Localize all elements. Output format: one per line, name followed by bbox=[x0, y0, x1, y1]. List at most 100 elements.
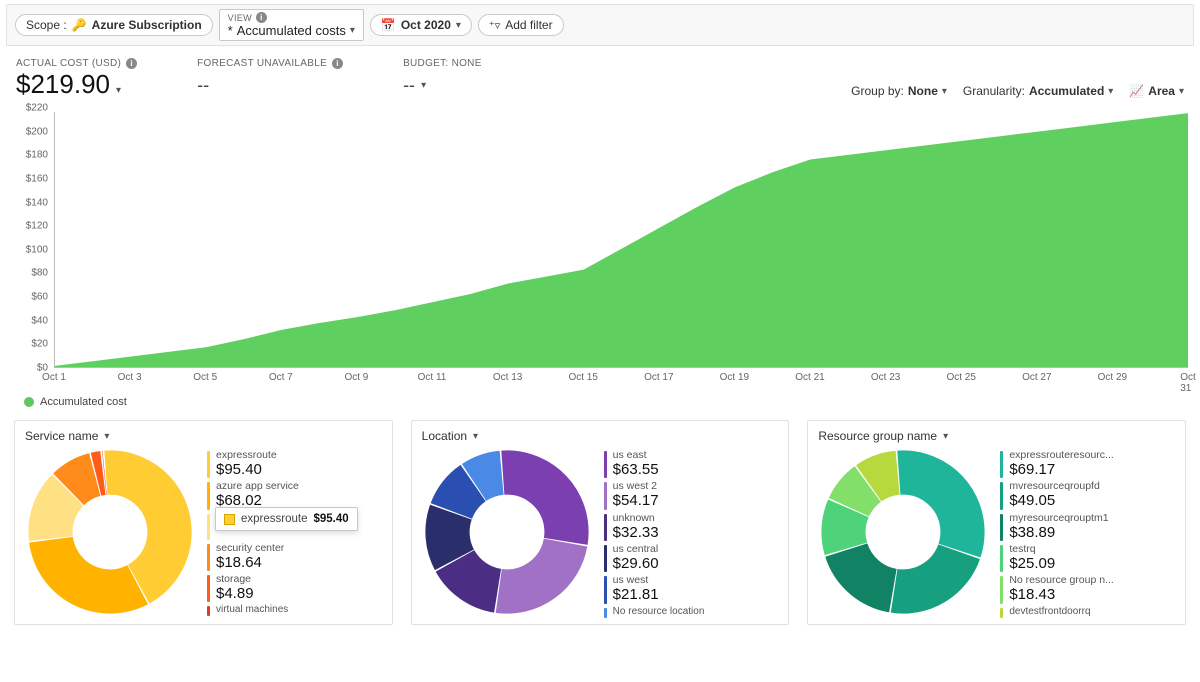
x-tick: Oct 9 bbox=[344, 372, 368, 383]
legend-item: us west$21.81 bbox=[604, 574, 779, 603]
area-chart-icon: 📈 bbox=[1129, 84, 1144, 98]
x-tick: Oct 17 bbox=[644, 372, 673, 383]
legend-item: testrq$25.09 bbox=[1000, 543, 1175, 572]
budget-label: BUDGET: NONE bbox=[403, 58, 482, 69]
legend-item: us west 2$54.17 bbox=[604, 480, 779, 509]
y-tick: $180 bbox=[26, 150, 48, 161]
legend-label: Accumulated cost bbox=[40, 396, 127, 408]
forecast-value: -- bbox=[197, 75, 209, 96]
add-filter-button[interactable]: ⁺▿ Add filter bbox=[478, 14, 564, 36]
donut-cards-row: Service name▾ expressroute$95.40azure app… bbox=[0, 414, 1200, 635]
legend-item: azure app service$68.02 bbox=[207, 480, 382, 509]
donut-legend: expressroute$95.40azure app service$68.0… bbox=[207, 447, 382, 616]
charttype-selector[interactable]: 📈 Area ▾ bbox=[1129, 84, 1184, 98]
chevron-down-icon: ▾ bbox=[943, 431, 948, 442]
x-tick: Oct 25 bbox=[946, 372, 975, 383]
donut-legend: expressrouteresourc...$69.17mvresourceqr… bbox=[1000, 447, 1175, 618]
actual-cost-label: ACTUAL COST (USD) bbox=[16, 58, 121, 69]
legend-item: devtestfrontdoorrq bbox=[1000, 606, 1175, 618]
donut-legend: us east$63.55us west 2$54.17 unknown$32.3… bbox=[604, 447, 779, 618]
y-tick: $200 bbox=[26, 126, 48, 137]
chevron-down-icon: ▾ bbox=[942, 86, 947, 97]
y-tick: $100 bbox=[26, 244, 48, 255]
card-title[interactable]: Location▾ bbox=[422, 429, 779, 443]
x-tick: Oct 29 bbox=[1098, 372, 1127, 383]
scope-value: Azure Subscription bbox=[92, 18, 202, 32]
chevron-down-icon: ▾ bbox=[473, 431, 478, 442]
filter-icon: ⁺▿ bbox=[489, 19, 500, 32]
x-tick: Oct 31 bbox=[1180, 372, 1196, 394]
donut-card: Service name▾ expressroute$95.40azure app… bbox=[14, 420, 393, 625]
granularity-selector[interactable]: Granularity: Accumulated ▾ bbox=[963, 84, 1113, 98]
chevron-down-icon[interactable]: ▾ bbox=[116, 85, 121, 96]
y-tick: $20 bbox=[31, 339, 48, 350]
calendar-icon: 📅 bbox=[381, 18, 396, 32]
donut-chart bbox=[25, 447, 195, 617]
donut-card: Location▾ us east$63.55us west 2$54.17 unk… bbox=[411, 420, 790, 625]
legend-item: myresourceqrouptm1$38.89 bbox=[1000, 512, 1175, 541]
view-selector[interactable]: VIEW i * Accumulated costs ▾ bbox=[219, 9, 364, 41]
view-label: VIEW i bbox=[228, 12, 355, 23]
y-tick: $60 bbox=[31, 292, 48, 303]
groupby-selector[interactable]: Group by: None ▾ bbox=[851, 84, 947, 98]
legend-item: No resource group n...$18.43 bbox=[1000, 574, 1175, 603]
x-tick: Oct 27 bbox=[1022, 372, 1051, 383]
legend-item: No resource location bbox=[604, 606, 779, 618]
x-tick: Oct 23 bbox=[871, 372, 900, 383]
filter-bar: Scope : 🔑 Azure Subscription VIEW i * Ac… bbox=[6, 4, 1194, 46]
card-title[interactable]: Service name▾ bbox=[25, 429, 382, 443]
x-tick: Oct 15 bbox=[568, 372, 597, 383]
chevron-down-icon: ▾ bbox=[104, 431, 109, 442]
y-tick: $120 bbox=[26, 221, 48, 232]
x-tick: Oct 13 bbox=[493, 372, 522, 383]
y-tick: $40 bbox=[31, 315, 48, 326]
add-filter-label: Add filter bbox=[505, 18, 552, 32]
chevron-down-icon: ▾ bbox=[350, 25, 355, 36]
legend-item: unknown$32.33 bbox=[604, 512, 779, 541]
chart-tooltip: expressroute$95.40 bbox=[215, 507, 358, 531]
metric-actual: ACTUAL COST (USD) i $219.90 ▾ bbox=[16, 58, 137, 100]
chart-legend: Accumulated cost bbox=[24, 396, 1200, 408]
legend-item: expressroute$95.40 bbox=[207, 449, 382, 478]
x-tick: Oct 11 bbox=[418, 372, 447, 383]
scope-label: Scope : bbox=[26, 18, 67, 32]
donut-card: Resource group name▾ expressrouteresourc.… bbox=[807, 420, 1186, 625]
x-tick: Oct 5 bbox=[193, 372, 217, 383]
donut-chart bbox=[422, 447, 592, 617]
x-tick: Oct 21 bbox=[795, 372, 824, 383]
donut-chart bbox=[818, 447, 988, 617]
view-value-row: * Accumulated costs ▾ bbox=[228, 23, 355, 38]
legend-item: expressrouteresourc...$69.17 bbox=[1000, 449, 1175, 478]
chart-plot bbox=[54, 112, 1188, 368]
x-tick: Oct 19 bbox=[720, 372, 749, 383]
legend-item: us central$29.60 bbox=[604, 543, 779, 572]
info-icon: i bbox=[332, 58, 343, 69]
chevron-down-icon: ▾ bbox=[1108, 86, 1113, 97]
legend-item: us east$63.55 bbox=[604, 449, 779, 478]
legend-item: virtual machines bbox=[207, 604, 382, 616]
forecast-label: FORECAST UNAVAILABLE bbox=[197, 58, 327, 69]
scope-pill[interactable]: Scope : 🔑 Azure Subscription bbox=[15, 14, 213, 36]
legend-item: storage$4.89 bbox=[207, 573, 382, 602]
info-icon: i bbox=[126, 58, 137, 69]
y-tick: $220 bbox=[26, 103, 48, 114]
y-tick: $160 bbox=[26, 173, 48, 184]
chart-options: Group by: None ▾ Granularity: Accumulate… bbox=[851, 84, 1184, 98]
date-pill[interactable]: 📅 Oct 2020 ▾ bbox=[370, 14, 472, 36]
y-tick: $140 bbox=[26, 197, 48, 208]
y-tick: $80 bbox=[31, 268, 48, 279]
chevron-down-icon: ▾ bbox=[456, 20, 461, 31]
accumulated-cost-chart: $0$20$40$60$80$100$120$140$160$180$200$2… bbox=[14, 108, 1190, 386]
y-axis: $0$20$40$60$80$100$120$140$160$180$200$2… bbox=[14, 108, 48, 368]
budget-value: -- bbox=[403, 75, 415, 96]
summary-row: ACTUAL COST (USD) i $219.90 ▾ FORECAST U… bbox=[0, 50, 1200, 102]
actual-cost-value: $219.90 bbox=[16, 69, 110, 100]
legend-marker bbox=[24, 397, 34, 407]
info-icon: i bbox=[256, 12, 267, 23]
chevron-down-icon[interactable]: ▾ bbox=[421, 80, 426, 91]
x-tick: Oct 3 bbox=[118, 372, 142, 383]
metric-budget: BUDGET: NONE -- ▾ bbox=[403, 58, 482, 96]
card-title[interactable]: Resource group name▾ bbox=[818, 429, 1175, 443]
key-icon: 🔑 bbox=[72, 18, 87, 32]
x-tick: Oct 1 bbox=[42, 372, 66, 383]
